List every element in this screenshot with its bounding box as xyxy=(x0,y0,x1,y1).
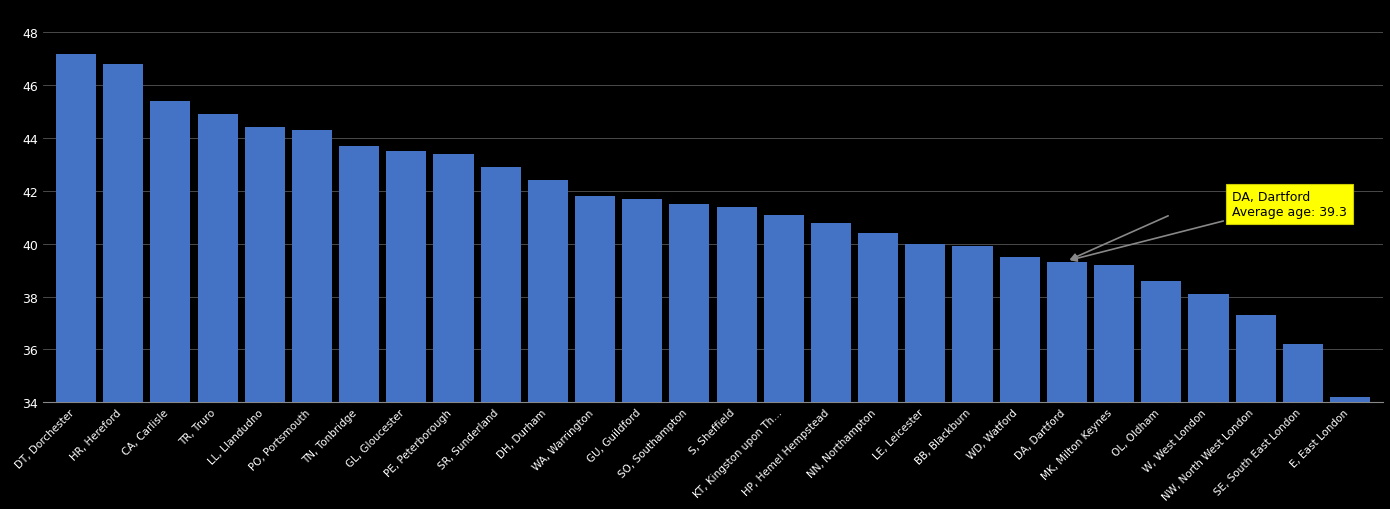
Bar xyxy=(717,207,756,509)
Bar xyxy=(339,147,379,509)
Bar xyxy=(1236,316,1276,509)
Bar xyxy=(905,244,945,509)
Bar xyxy=(810,223,851,509)
Bar xyxy=(197,115,238,509)
Bar xyxy=(952,247,992,509)
Bar xyxy=(1330,397,1371,509)
Bar xyxy=(999,258,1040,509)
Bar xyxy=(1047,263,1087,509)
Bar xyxy=(481,168,521,509)
Bar xyxy=(103,65,143,509)
Bar xyxy=(1188,294,1229,509)
Bar xyxy=(575,197,616,509)
Bar xyxy=(1094,265,1134,509)
Bar xyxy=(670,205,709,509)
Bar xyxy=(528,181,569,509)
Text: DA, Dartford
Average age: 39.3: DA, Dartford Average age: 39.3 xyxy=(1072,191,1347,262)
Bar xyxy=(434,155,474,509)
Bar xyxy=(1141,281,1181,509)
Bar xyxy=(386,152,427,509)
Bar xyxy=(245,128,285,509)
Bar xyxy=(623,200,662,509)
Bar xyxy=(292,131,332,509)
Bar xyxy=(1283,345,1323,509)
Bar xyxy=(150,102,190,509)
Bar xyxy=(763,215,803,509)
Bar xyxy=(56,54,96,509)
Bar xyxy=(858,234,898,509)
